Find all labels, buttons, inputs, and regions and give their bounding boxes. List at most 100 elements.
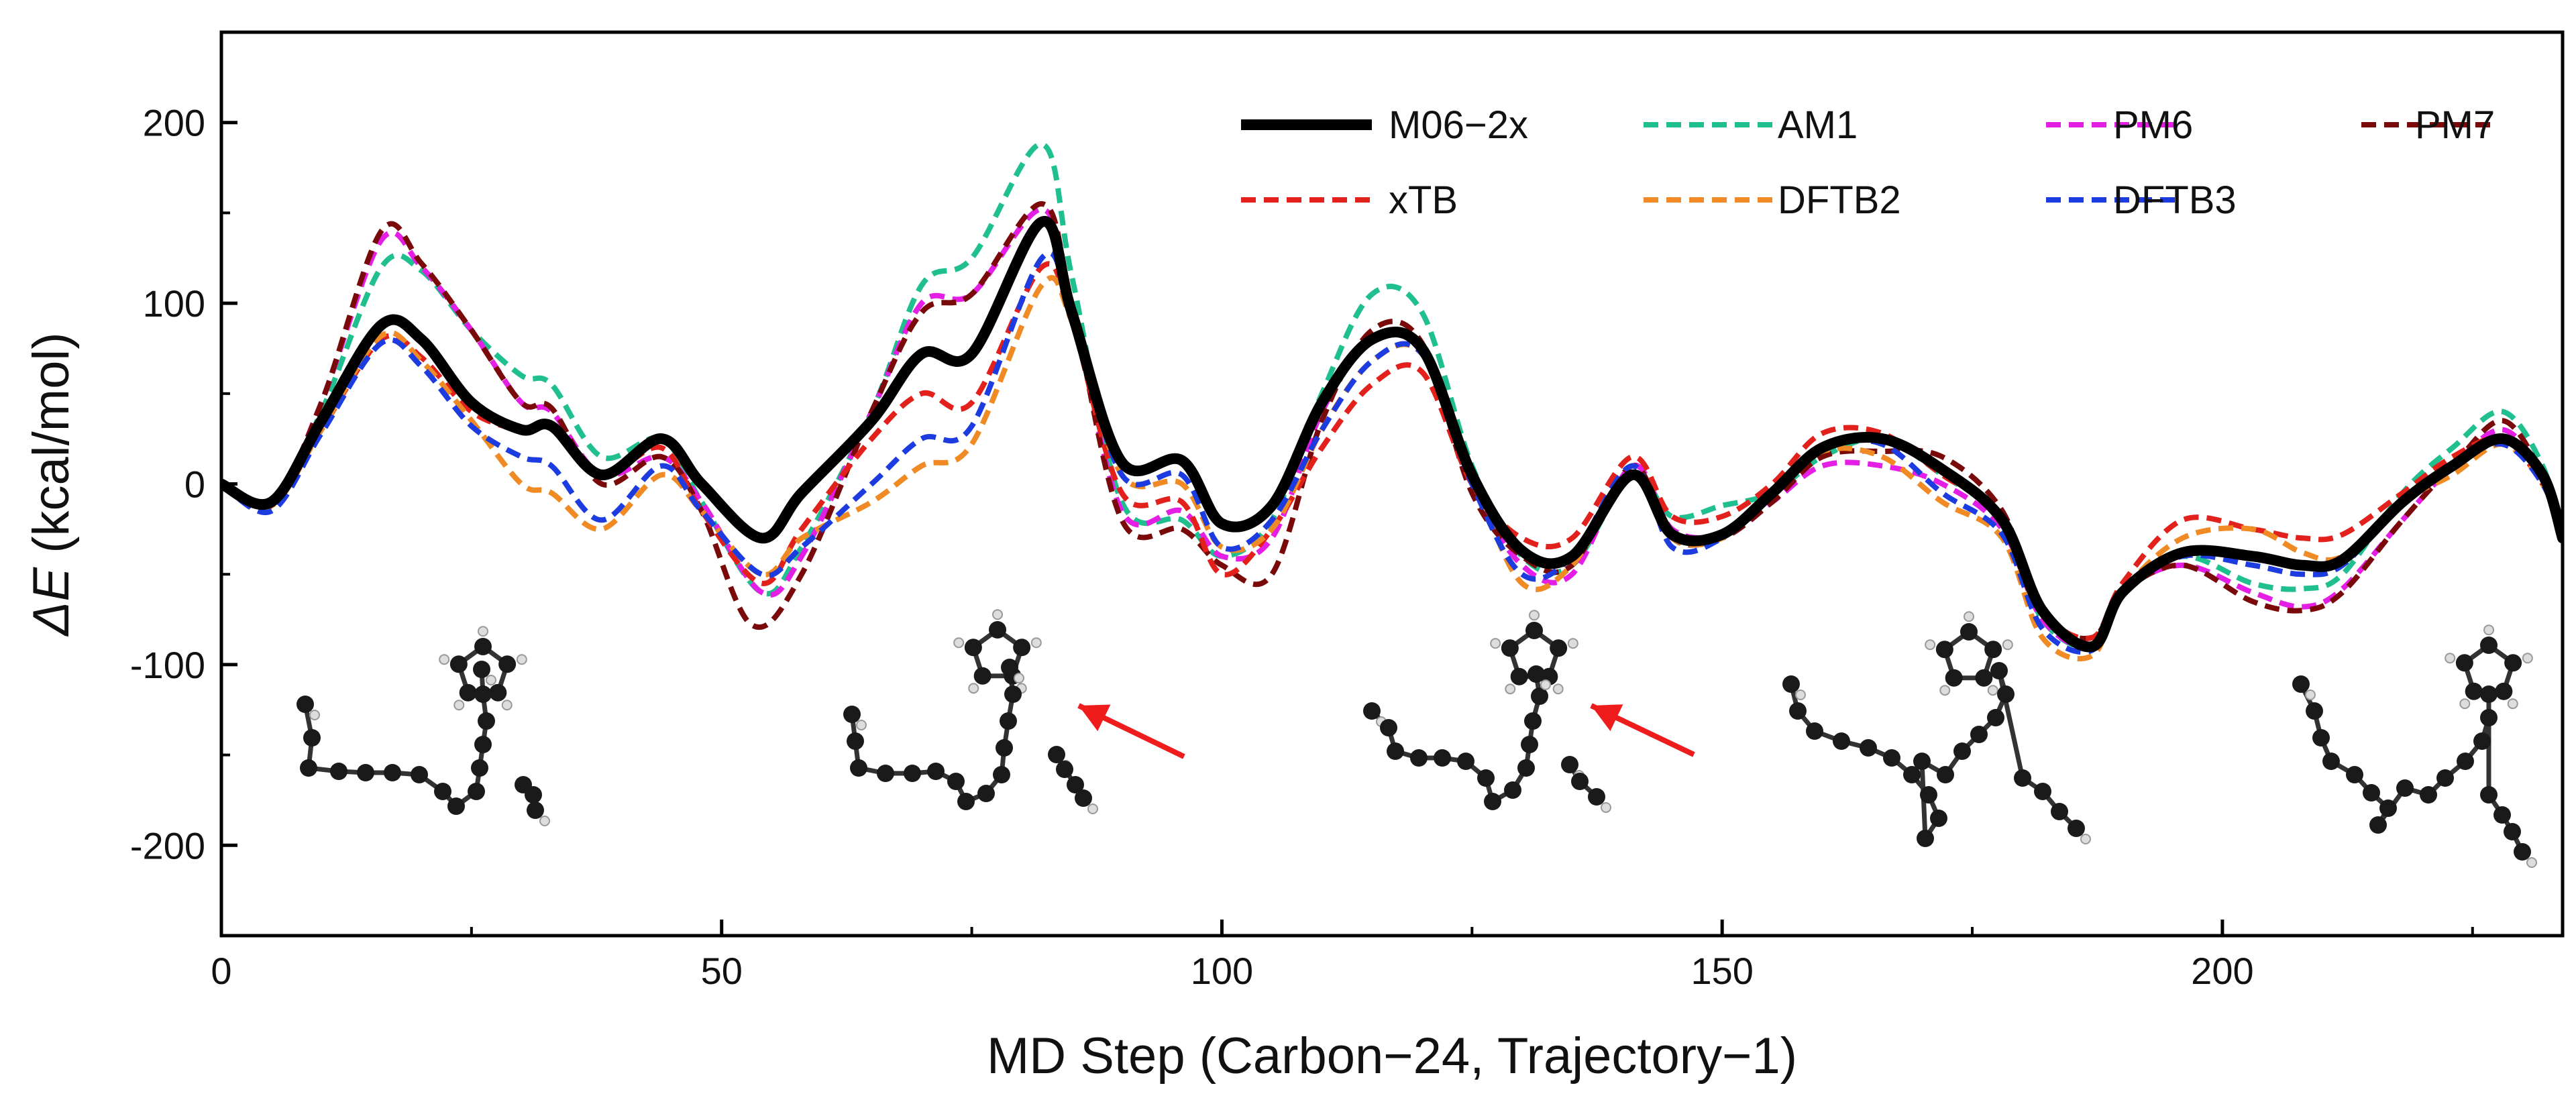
series-line-m06-2x: [221, 216, 2563, 653]
axes: 0 50 100 150 200 -200 -100 0 100 200 MD Step (Carb…: [23, 30, 2565, 1085]
carbon-atom: [1380, 719, 1397, 736]
hydrogen-atom: [1925, 639, 1936, 651]
hydrogen-atom: [1087, 804, 1098, 814]
carbon-atom: [447, 797, 465, 815]
hydrogen-atom: [1030, 637, 1042, 649]
hydrogen-atom: [2305, 689, 2316, 700]
carbon-atom: [449, 655, 468, 673]
carbon-atom: [2369, 816, 2387, 834]
carbon-atom: [2068, 820, 2085, 837]
hydrogen-atom: [501, 700, 513, 711]
carbon-atom: [330, 763, 347, 780]
hydrogen-atom: [1014, 673, 1024, 683]
carbon-atom: [474, 736, 492, 753]
carbon-atom: [1527, 665, 1545, 683]
x-tick-label: 50: [701, 950, 743, 992]
y-tick-label: -200: [130, 824, 205, 867]
carbon-atom: [1833, 732, 1850, 750]
carbon-atom: [2473, 732, 2491, 750]
arrow-head: [1079, 704, 1111, 732]
carbon-atom: [1484, 793, 1501, 810]
x-tick-label: 200: [2191, 950, 2253, 992]
carbon-atom: [2480, 786, 2498, 804]
carbon-atom: [1387, 742, 1404, 760]
annotation-arrows: [1077, 703, 1695, 759]
legend-label-pm6: PM6: [2113, 103, 2193, 147]
carbon-atom: [2455, 654, 2473, 672]
legend-label-am1: AM1: [1778, 103, 1858, 147]
y-axis-title: ΔE (kcal/mol): [23, 332, 80, 637]
carbon-atom: [1917, 830, 1934, 847]
carbon-atom: [877, 765, 894, 782]
carbon-atom: [1504, 781, 1521, 799]
carbon-atom: [1960, 623, 1978, 641]
carbon-atom: [1004, 685, 1022, 703]
hydrogen-atom: [309, 710, 320, 720]
carbon-atom: [300, 759, 317, 777]
carbon-atom: [1588, 788, 1605, 806]
carbon-atom: [1571, 773, 1589, 790]
carbon-atom: [996, 739, 1013, 757]
hydrogen-atom: [2526, 857, 2537, 868]
carbon-atom: [1883, 749, 1900, 767]
carbon-atom: [2480, 685, 2498, 703]
y-tick-label: 100: [143, 282, 205, 325]
hydrogen-atom: [2080, 834, 2091, 844]
carbon-atom: [2363, 784, 2380, 802]
carbon-atom: [2322, 753, 2340, 770]
carbon-atom: [1521, 736, 1538, 753]
annotation-arrow: [1590, 703, 1695, 757]
legend-label-xtb: xTB: [1389, 178, 1458, 222]
hydrogen-atom: [1795, 689, 1806, 700]
carbon-atom: [525, 786, 542, 804]
legend-label-pm7: PM7: [2415, 103, 2495, 147]
carbon-atom: [1550, 639, 1568, 657]
carbon-atom: [2379, 799, 2397, 817]
carbon-atom: [904, 765, 921, 782]
carbon-atom: [2495, 682, 2513, 700]
hydrogen-atom: [1939, 685, 1951, 696]
x-tick-label: 150: [1690, 950, 1753, 992]
carbon-atom: [1517, 759, 1535, 777]
molecular-structures: [297, 609, 2537, 868]
carbon-atom: [459, 683, 477, 702]
carbon-atom: [850, 759, 867, 777]
carbon-atom: [1913, 753, 1931, 770]
hydrogen-atom: [1601, 802, 1611, 813]
series-lines: [221, 142, 2563, 662]
carbon-atom: [957, 793, 975, 810]
carbon-atom: [489, 683, 507, 702]
carbon-atom: [989, 621, 1006, 639]
hydrogen-atom: [1567, 638, 1578, 649]
carbon-atom: [1990, 662, 2008, 679]
carbon-atom: [1975, 669, 1993, 687]
y-tick-label: 0: [184, 463, 205, 506]
molecule-structure-image: [1782, 611, 2091, 847]
carbon-atom: [1789, 702, 1807, 720]
series-line-pm7: [221, 201, 2563, 641]
hydrogen-atom: [2445, 653, 2456, 664]
carbon-atom: [1000, 712, 1017, 730]
carbon-atom: [1945, 669, 1963, 687]
series-line-dftb2: [221, 275, 2563, 662]
carbon-atom: [977, 785, 995, 802]
x-axis-title: MD Step (Carbon−24, Trajectory−1): [987, 1028, 1797, 1085]
series-line-pm6: [221, 207, 2563, 651]
series-line-dftb3: [221, 250, 2563, 655]
carbon-atom: [2306, 702, 2323, 720]
carbon-atom: [1997, 685, 2015, 703]
carbon-atom: [2312, 729, 2330, 747]
legend: M06−2x AM1 PM6 PM7 xTB DFTB2 DFTB3: [1241, 103, 2495, 222]
carbon-atom: [384, 764, 401, 781]
carbon-atom: [1501, 639, 1519, 657]
carbon-atom: [1510, 667, 1528, 685]
hydrogen-atom: [2483, 624, 2494, 636]
hydrogen-atom: [2002, 639, 2013, 651]
carbon-atom: [1067, 776, 1084, 793]
carbon-atom: [357, 764, 374, 781]
carbon-atom: [1970, 726, 1988, 743]
legend-label-dftb3: DFTB3: [2113, 178, 2237, 222]
carbon-atom: [498, 655, 517, 673]
hydrogen-atom: [2459, 698, 2471, 710]
carbon-atom: [2346, 766, 2363, 783]
